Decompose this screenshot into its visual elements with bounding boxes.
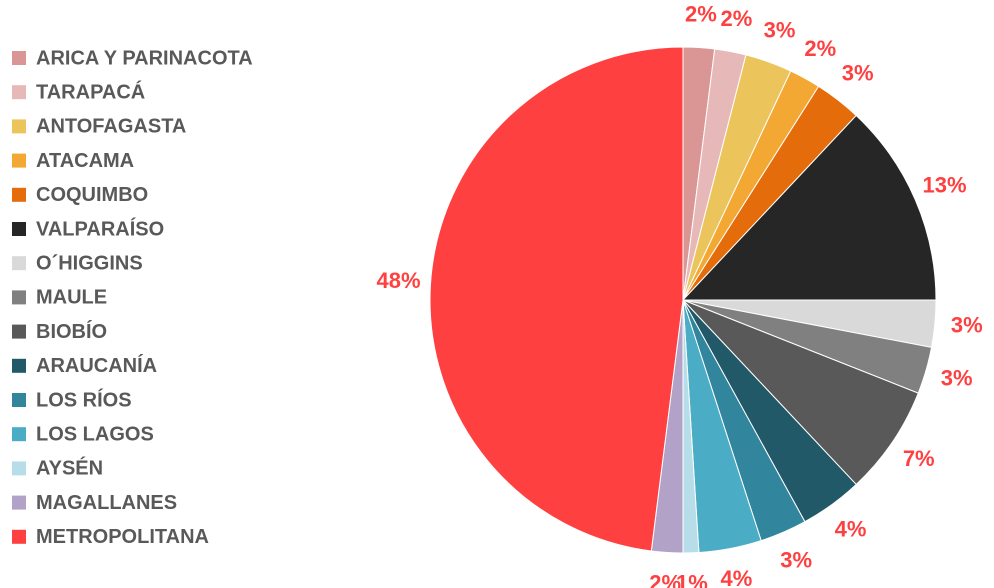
legend-swatch [12,187,26,202]
data-label: 3% [764,18,796,43]
data-label: 3% [941,365,973,390]
legend-swatch [12,495,26,510]
data-label: 3% [780,547,812,572]
legend-label: COQUIMBO [36,184,148,206]
pie-slice [682,299,919,486]
legend-label: ARICA Y PARINACOTA [36,47,253,69]
legend-label: MAGALLANES [36,492,177,514]
legend-label: ARAUCANÍA [36,354,157,377]
legend-label: VALPARAÍSO [36,217,164,240]
pie-slice [681,114,937,301]
legend-swatch [12,222,26,236]
legend-label: ATACAMA [36,150,134,172]
legend-swatch [12,461,26,476]
legend-swatch [12,427,26,442]
data-label: 4% [721,566,753,588]
legend-label: BIOBÍO [36,320,107,343]
legend-swatch [12,119,26,134]
legend-label: TARAPACÁ [36,80,145,103]
legend-swatch [12,358,26,373]
legend-label: ANTOFAGASTA [36,116,186,138]
legend-swatch [12,51,26,65]
legend-label: LOS RÍOS [36,388,132,411]
legend-label: O´HIGGINS [36,252,143,274]
data-label: 3% [951,313,983,338]
data-label: 7% [903,446,935,471]
data-label: 3% [842,61,874,86]
data-label: 48% [377,268,421,293]
data-label: 1% [676,571,708,588]
data-label: 4% [835,516,867,541]
data-label: 2% [649,570,681,588]
legend-label: METROPOLITANA [36,526,209,548]
data-label: 13% [923,173,967,198]
data-label: 2% [804,36,836,61]
legend-swatch [12,529,26,544]
pie-slice [429,46,684,552]
legend-label: MAULE [36,287,107,309]
legend-swatch [12,153,26,168]
data-label: 2% [685,1,717,26]
legend-swatch [12,324,26,339]
legend-label: LOS LAGOS [36,423,154,445]
legend-swatch [12,256,26,271]
legend-label: AYSÉN [36,457,103,480]
legend-swatch [12,85,26,100]
legend-swatch [12,290,26,305]
legend-swatch [12,393,26,407]
data-label: 2% [721,6,753,31]
